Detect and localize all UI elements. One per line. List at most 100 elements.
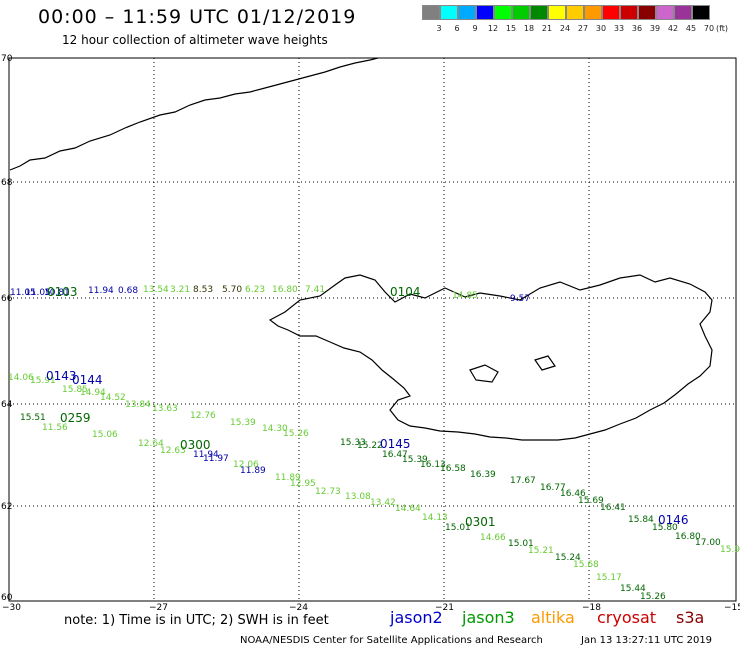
swh-value: 15.33 <box>340 438 366 448</box>
lon-tick-label: −24 <box>289 603 308 613</box>
swh-value: 15.85 <box>62 385 88 395</box>
legend-swatch <box>674 5 692 20</box>
swh-value: 11.05 <box>25 288 51 298</box>
legend-swatch-label: 24 <box>559 24 571 33</box>
legend-swatch <box>656 5 674 20</box>
swh-value: 14.64 <box>395 504 421 514</box>
legend-swatch <box>530 5 548 20</box>
swh-value: 16.80 <box>675 532 701 542</box>
swh-value: 15.69 <box>578 496 604 506</box>
legend-swatch <box>620 5 638 20</box>
lat-tick-label: 64 <box>1 400 13 410</box>
lake-1 <box>469 364 499 383</box>
sat-jason3: jason3 <box>462 608 515 627</box>
pass-label: 0143 <box>46 369 77 383</box>
legend-swatch-label: 21 <box>541 24 553 33</box>
swh-value: 0.68 <box>118 286 138 296</box>
pass-label: 0103 <box>47 285 78 299</box>
pass-label: 0146 <box>658 513 689 527</box>
swh-value: 13.42 <box>370 498 396 508</box>
swh-value: 15.22 <box>357 441 383 451</box>
swh-value: 15.21 <box>528 546 554 556</box>
lat-tick-label: 70 <box>1 54 13 64</box>
swh-value: 13.54 <box>143 285 169 295</box>
swh-value: 15.82 <box>0 0 26 3</box>
swh-value: 3.21 <box>170 285 190 295</box>
swh-value: 14.30 <box>262 424 288 434</box>
legend-swatch-label: 36 <box>631 24 643 33</box>
legend-swatch <box>548 5 566 20</box>
swh-value: 12.73 <box>315 487 341 497</box>
legend-swatch-label: 45 <box>685 24 697 33</box>
swh-value: 15.01 <box>508 539 534 549</box>
swh-value: 15.91 <box>30 376 56 386</box>
legend-swatch <box>494 5 512 20</box>
legend-swatch <box>692 5 710 20</box>
swh-value: 16.47 <box>382 450 408 460</box>
swh-value: 16.39 <box>470 470 496 480</box>
swh-value: 10.81 <box>44 288 70 298</box>
sat-altika: altika <box>531 608 575 627</box>
swh-value: 17.67 <box>510 476 536 486</box>
legend-swatch-label: 15 <box>505 24 517 33</box>
legend-swatch <box>476 5 494 20</box>
swh-value: 16.58 <box>440 464 466 474</box>
swh-value: 15.24 <box>555 553 581 563</box>
map-title: 00:00 – 11:59 UTC 01/12/2019 <box>38 6 357 28</box>
swh-value: 16.77 <box>540 483 566 493</box>
swh-value: 15.68 <box>573 560 599 570</box>
swh-value: 15.44 <box>620 584 646 594</box>
lat-tick-label: 62 <box>1 502 12 512</box>
pass-label: 0144 <box>72 373 103 387</box>
swh-value: 11.05 <box>10 288 36 298</box>
swh-value: 11.94 <box>193 450 219 460</box>
legend-swatch-label: 18 <box>523 24 535 33</box>
swh-value: 9.57 <box>510 294 530 304</box>
lat-tick-label: 66 <box>1 294 13 304</box>
legend-swatch <box>440 5 458 20</box>
legend-swatch-label: 30 <box>595 24 607 33</box>
swh-value: 5.70 <box>222 285 242 295</box>
lon-tick-label: −27 <box>149 603 168 613</box>
swh-value: 13.84 <box>125 400 151 410</box>
sat-s3a: s3a <box>676 608 705 627</box>
swh-value: 13.63 <box>152 404 178 414</box>
swh-value: 11.94 <box>88 286 114 296</box>
swh-value: 17.00 <box>695 538 721 548</box>
lat-tick-label: 60 <box>1 593 13 603</box>
swh-value: 12.95 <box>290 479 316 489</box>
legend-unit: (ft) <box>715 24 729 33</box>
legend-swatch <box>566 5 584 20</box>
sat-cryosat: cryosat <box>597 608 657 627</box>
swh-value: 7.41 <box>305 285 325 295</box>
swh-value: 15.39 <box>230 418 256 428</box>
swh-value: 14.66 <box>480 533 506 543</box>
swh-value: 15.26 <box>640 592 666 602</box>
swh-value: 15.17 <box>596 573 622 583</box>
swh-value: 11.97 <box>203 454 229 464</box>
swh-value: 11.89 <box>240 466 266 476</box>
swh-value: 16.41 <box>600 503 626 513</box>
legend-swatch-label: 6 <box>454 24 460 33</box>
legend-swatch-label: 9 <box>472 24 478 33</box>
map-frame <box>8 57 737 602</box>
swh-value: 14.52 <box>100 393 126 403</box>
credit-line: NOAA/NESDIS Center for Satellite Applica… <box>240 635 543 646</box>
legend-swatch <box>458 5 476 20</box>
swh-value: 15.80 <box>652 523 678 533</box>
lat-tick-label: 68 <box>1 178 13 188</box>
legend-swatch-label: 3 <box>436 24 442 33</box>
swh-value: 15.51 <box>20 413 46 423</box>
legend-swatch <box>512 5 530 20</box>
lat-lon-grid <box>9 58 736 601</box>
swh-value: 14.85 <box>452 291 478 301</box>
pass-label: 0301 <box>465 515 496 529</box>
legend-swatch-label: 39 <box>649 24 661 33</box>
swh-value: 13.08 <box>345 492 371 502</box>
sat-jason2: jason2 <box>390 608 443 627</box>
legend-swatch-label: 27 <box>577 24 589 33</box>
legend-swatch-label: 12 <box>487 24 499 33</box>
swh-value: 16.80 <box>272 285 298 295</box>
